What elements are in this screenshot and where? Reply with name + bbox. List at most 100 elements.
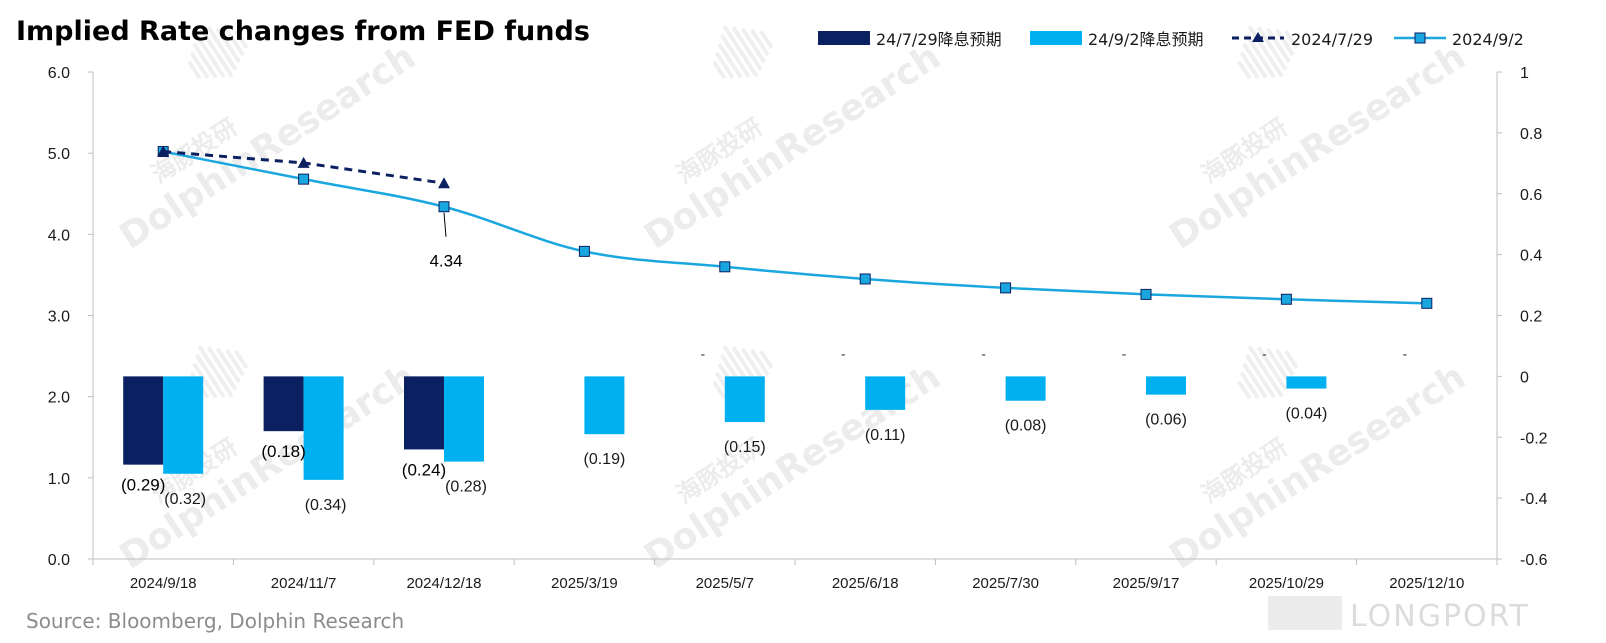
annotation-label: 4.34 xyxy=(429,252,462,271)
watermark-bar xyxy=(197,345,234,398)
bar-label: (0.04) xyxy=(1286,406,1328,423)
bar-2 xyxy=(444,376,484,462)
dash-marks: ------ xyxy=(700,345,1407,361)
y-ticks-right: -0.6 -0.4 -0.2 0 0.2 0.4 0.6 0.8 1 xyxy=(1497,65,1548,569)
legend-label-bar-1: 24/7/29降息预期 xyxy=(876,30,1002,49)
x-tick-label: 2025/3/19 xyxy=(551,575,618,592)
watermark-bar xyxy=(712,60,727,80)
watermark-bar xyxy=(750,28,770,57)
y-right-tick-label: 1 xyxy=(1520,65,1529,82)
brand-logo-text: LONGPORT xyxy=(1350,599,1530,634)
dash-mark: - xyxy=(981,345,986,361)
watermark-bar xyxy=(225,348,245,377)
line-point-square xyxy=(1000,282,1012,294)
watermark-bar xyxy=(206,346,238,391)
watermark-bar xyxy=(192,362,218,399)
watermark-bar xyxy=(717,42,743,79)
legend-label-bar-2: 24/9/2降息预期 xyxy=(1088,30,1204,49)
watermark-bar xyxy=(731,26,763,71)
line-series-2024-9-2 xyxy=(162,150,1427,305)
watermark-bar xyxy=(197,25,234,78)
bar-label: (0.32) xyxy=(164,491,206,508)
x-tick-label: 2025/9/17 xyxy=(1113,575,1180,592)
watermark-bar xyxy=(1244,33,1276,79)
watermark-bar xyxy=(1239,371,1260,399)
annotation-leader xyxy=(443,212,447,237)
watermark-bar xyxy=(1239,51,1260,79)
x-tick-label: 2025/6/18 xyxy=(832,575,899,592)
watermark-bar xyxy=(215,27,242,64)
line-point-square xyxy=(578,245,590,257)
x-ticks: 2024/9/18 2024/11/7 2024/12/18 2025/3/19 202… xyxy=(92,559,1498,592)
y-right-tick-label: 0 xyxy=(1520,369,1529,386)
watermark-bar xyxy=(215,347,242,384)
watermark-bar xyxy=(1244,353,1276,399)
bar-label: (0.24) xyxy=(402,460,446,479)
y-left-tick-label: 1.0 xyxy=(48,471,70,488)
bar-2 xyxy=(303,376,344,480)
line-point-triangle xyxy=(157,145,170,157)
source-note: Source: Bloomberg, Dolphin Research xyxy=(26,609,404,633)
bar-label: (0.11) xyxy=(865,427,906,444)
bar-label: (0.15) xyxy=(724,439,766,456)
watermark-bar xyxy=(750,348,770,377)
line-point-square xyxy=(1421,297,1433,309)
watermark-bar xyxy=(1242,42,1268,79)
watermark-bar xyxy=(740,27,767,64)
y-left-tick-label: 6.0 xyxy=(48,65,70,82)
watermark-bar xyxy=(234,349,249,369)
y-left-tick-label: 2.0 xyxy=(48,390,70,407)
bar-label: (0.29) xyxy=(121,476,165,495)
y-right-tick-label: 0.2 xyxy=(1520,309,1542,326)
watermark-bar xyxy=(1284,349,1299,369)
watermark-bar xyxy=(714,51,735,79)
y-left-tick-label: 3.0 xyxy=(48,309,70,326)
watermark-bar xyxy=(1275,28,1295,57)
dash-mark: - xyxy=(700,345,705,361)
bar-2 xyxy=(865,376,906,410)
y-right-tick-label: 0.6 xyxy=(1520,187,1542,204)
watermark-bar xyxy=(206,26,238,71)
watermark-bar xyxy=(194,353,226,399)
annotations: 4.34 xyxy=(429,212,463,271)
x-tick-label: 2024/12/18 xyxy=(406,575,481,592)
y-left-tick-label: 4.0 xyxy=(48,227,70,244)
watermark-bar xyxy=(1275,348,1295,377)
y-right-tick-label: 0.8 xyxy=(1520,126,1542,143)
bar-label: (0.34) xyxy=(305,497,347,514)
line-point-square xyxy=(298,173,310,185)
x-tick-label: 2025/12/10 xyxy=(1389,575,1464,592)
bar-label: (0.06) xyxy=(1145,412,1187,429)
chart-title: Implied Rate changes from FED funds xyxy=(16,16,590,47)
watermark-bar xyxy=(234,29,249,49)
line-point-square xyxy=(438,201,450,213)
bar-label: (0.19) xyxy=(584,451,626,468)
bar-2 xyxy=(163,376,204,474)
watermark-bar xyxy=(1256,26,1288,71)
brand-logo-mark xyxy=(1268,596,1342,630)
bar-2 xyxy=(724,376,765,423)
bar-2 xyxy=(584,376,625,435)
line-point-triangle xyxy=(438,177,450,189)
y-ticks-left: 0.0 1.0 2.0 3.0 4.0 5.0 6.0 xyxy=(48,65,93,569)
x-tick-label: 2025/10/29 xyxy=(1249,575,1324,592)
dash-mark: - xyxy=(1402,345,1407,361)
watermark-bar xyxy=(1237,380,1252,400)
y-right-tick-label: -0.6 xyxy=(1520,552,1548,569)
watermark-bar xyxy=(1284,29,1299,49)
legend-label-line-1: 2024/7/29 xyxy=(1291,30,1373,49)
bar-label: (0.18) xyxy=(261,442,305,461)
y-right-tick-label: -0.4 xyxy=(1520,491,1548,508)
y-left-tick-label: 5.0 xyxy=(48,146,70,163)
watermark-bar xyxy=(719,33,751,79)
dash-mark: - xyxy=(1122,345,1127,361)
bar-2 xyxy=(1146,376,1186,395)
bar-2 xyxy=(1005,376,1046,401)
bar-labels: (0.29) (0.18) (0.24) (0.32) (0.34) (0.28) (0.1… xyxy=(121,406,1327,514)
watermark-bar xyxy=(759,29,774,49)
y-right-tick-label: -0.2 xyxy=(1520,430,1548,447)
dash-mark: - xyxy=(1262,345,1267,361)
watermark-bar xyxy=(712,380,727,400)
line-marks xyxy=(157,145,1433,309)
